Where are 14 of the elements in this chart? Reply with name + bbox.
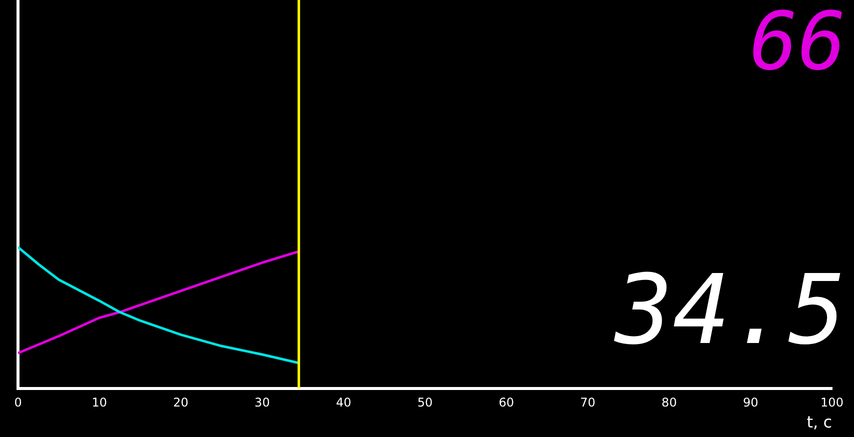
x-tick-label: 30 [254, 396, 270, 410]
x-tick-label: 90 [742, 396, 758, 410]
x-tick-label: 40 [336, 396, 352, 410]
text: 66 [750, 0, 846, 88]
x-tick-label: 70 [580, 396, 596, 410]
x-axis-title: t, c [806, 412, 832, 432]
x-tick-label: 60 [498, 396, 514, 410]
annotation: 34.5 [614, 254, 846, 366]
x-tick-label: 50 [417, 396, 433, 410]
x-tick-label: 80 [662, 396, 677, 410]
x-tick-label: 10 [92, 396, 108, 410]
x-tick-label: 100 [820, 396, 844, 410]
x-tick-label: 0 [14, 396, 22, 410]
x-tick-label: 20 [173, 396, 188, 410]
